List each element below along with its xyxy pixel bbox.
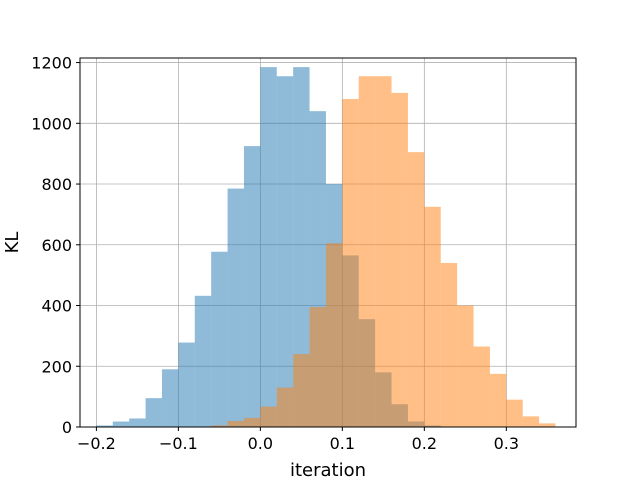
histogram-bar-series-1 <box>178 342 195 427</box>
x-tick-label: −0.2 <box>77 434 116 453</box>
histogram-bar-series-1 <box>260 67 277 427</box>
histogram-bar-series-2 <box>243 417 261 427</box>
histogram-bar-series-2 <box>342 99 359 427</box>
histogram-bar-series-2 <box>473 346 490 427</box>
x-tick-label: 0.2 <box>412 434 437 453</box>
y-axis-label: KL <box>2 232 23 254</box>
histogram-bar-series-2 <box>276 387 294 427</box>
histogram-bar-series-1 <box>243 146 261 427</box>
histogram-bar-series-2 <box>489 373 507 427</box>
histogram-bar-series-1 <box>276 76 294 427</box>
x-tick-label: −0.1 <box>159 434 198 453</box>
x-tick-label: 0.1 <box>330 434 355 453</box>
histogram-bar-series-1 <box>227 188 244 427</box>
histogram-bar-series-2 <box>227 420 244 427</box>
histogram-bar-series-2 <box>457 305 474 427</box>
histogram-bar-series-2 <box>506 399 523 427</box>
histogram-bar-series-2 <box>260 406 277 427</box>
y-tick-label: 1200 <box>31 54 72 73</box>
y-tick-label: 400 <box>41 297 72 316</box>
axis-ticks: −0.2 −0.1 0.0 0.1 0.2 0.3 0 200 400 600 800 1000 120… <box>31 54 519 453</box>
histogram-bar-series-2 <box>211 425 228 427</box>
histogram-bar-series-2 <box>358 76 376 427</box>
histogram-bar-series-2 <box>522 416 540 427</box>
histogram-bar-series-1 <box>112 421 130 427</box>
y-tick-label: 800 <box>41 175 72 194</box>
histogram-bar-series-2 <box>539 423 556 427</box>
x-tick-label: 0.0 <box>248 434 273 453</box>
histogram-bar-series-2 <box>375 76 392 427</box>
histogram-bar-series-1 <box>194 295 212 427</box>
histogram-bar-series-2 <box>293 354 310 427</box>
histogram-bars <box>96 67 556 428</box>
histogram-bar-series-2 <box>309 307 326 427</box>
histogram-bar-series-2 <box>424 206 441 427</box>
y-tick-label: 1000 <box>31 114 72 133</box>
histogram-bar-series-2 <box>440 263 458 427</box>
histogram-bar-series-1 <box>145 398 162 427</box>
y-tick-label: 200 <box>41 357 72 376</box>
histogram-bar-series-1 <box>96 425 113 427</box>
histogram-bar-series-2 <box>391 92 408 427</box>
histogram-bar-series-1 <box>161 369 179 427</box>
x-tick-label: 0.3 <box>494 434 519 453</box>
x-axis-label: iteration <box>290 460 366 480</box>
y-tick-label: 600 <box>41 236 72 255</box>
histogram-bar-series-2 <box>325 243 343 427</box>
histogram-bar-series-1 <box>129 418 146 427</box>
histogram-bar-series-2 <box>407 152 425 428</box>
histogram-bar-series-1 <box>211 251 228 427</box>
y-tick-label: 0 <box>62 418 72 437</box>
plot-frame <box>79 57 577 428</box>
histogram-bar-series-1 <box>293 67 310 427</box>
